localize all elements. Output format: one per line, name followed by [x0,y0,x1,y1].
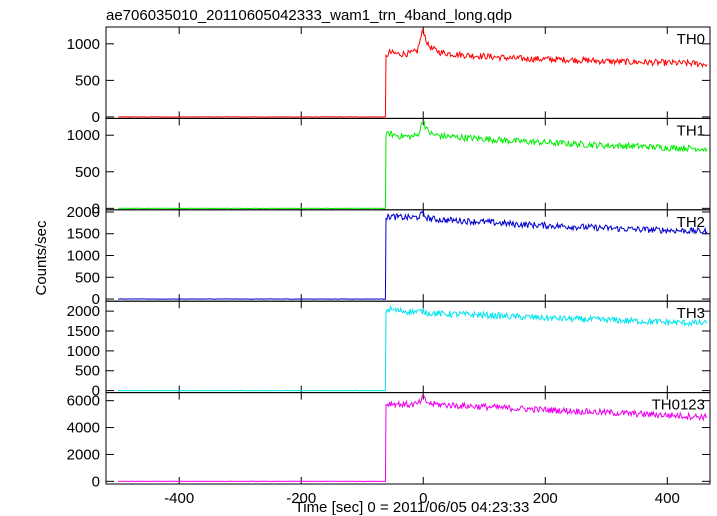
panel-frame [105,26,711,119]
y-tick-label: 1000 [67,343,100,360]
series-line-th2 [118,209,708,300]
panel-label: TH0123 [652,397,705,414]
y-tick-label: 1000 [67,36,100,53]
panel-th0123: 0 2000 4000 6000 TH0123 [67,392,711,490]
x-tick-label: -400 [164,490,194,507]
y-tick-label: 1000 [67,127,100,144]
panel-th3: 0 500 1000 1500 2000 TH3 [67,300,711,400]
x-tick-label: -200 [286,490,316,507]
y-tick-label: 4000 [67,420,100,437]
y-tick-label: 0 [92,291,100,308]
series-line-th3 [118,304,708,392]
y-tick-label: 0 [92,109,100,126]
panel-label: TH0 [677,31,705,48]
y-tick-label: 0 [92,200,100,217]
panel-frame [105,392,711,485]
panel-frame [105,117,711,211]
y-tick-label: 2000 [67,303,100,320]
y-tick-label: 6000 [67,393,100,410]
y-tick-label: 500 [75,269,100,286]
panel-th2: 0 500 1000 1500 2000 TH2 [67,204,711,308]
chart-title: ae706035010_20110605042333_wam1_trn_4ban… [106,7,512,24]
y-tick-label: 500 [75,72,100,89]
panel-label: TH3 [677,305,705,322]
series-line-th1 [118,120,708,210]
panel-th0: 0 500 1000 TH0 [67,26,711,126]
y-tick-label: 2000 [67,204,100,221]
x-axis-label: Time [sec] 0 = 2011/06/05 04:23:33 [295,499,530,516]
y-tick-label: 0 [92,383,100,400]
panel-frame [105,300,711,394]
series-line-th0123 [118,394,708,483]
y-tick-label: 1500 [67,226,100,243]
x-tick-label: 0 [419,490,427,507]
panel-th1: 0 500 1000 TH1 [67,117,711,217]
y-tick-label: 500 [75,363,100,380]
panel-label: TH2 [677,214,705,231]
x-tick-label: 200 [533,490,558,507]
panel-frame [105,209,711,302]
y-tick-label: 500 [75,164,100,181]
series-line-th0 [118,28,708,118]
y-tick-label: 0 [92,473,100,490]
y-tick-label: 2000 [67,446,100,463]
y-axis-label: Counts/sec [33,220,50,296]
x-tick-label: 400 [655,490,680,507]
y-tick-label: 1500 [67,323,100,340]
panel-label: TH1 [677,122,705,139]
y-tick-label: 1000 [67,248,100,265]
